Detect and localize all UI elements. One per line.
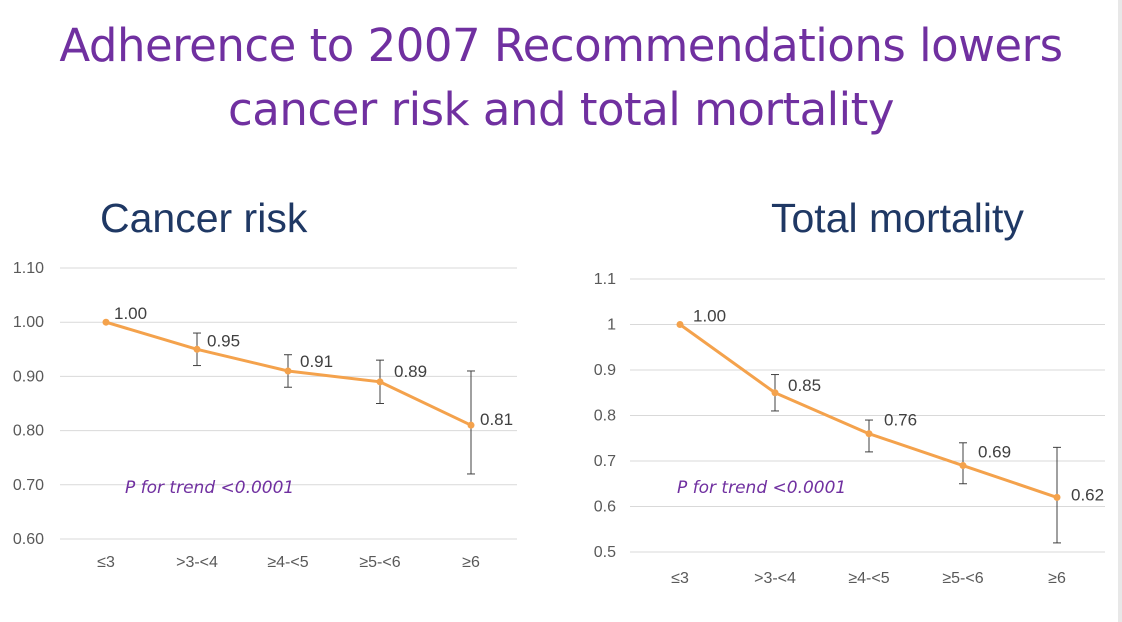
slide-edge — [1118, 0, 1122, 622]
x-tick-label: ≤3 — [671, 570, 689, 587]
y-tick-label: 0.5 — [594, 544, 616, 561]
x-tick-label: ≥5-<6 — [942, 570, 983, 587]
cancer-risk-chart-title: Cancer risk — [100, 195, 308, 241]
data-point — [771, 389, 779, 397]
data-point — [193, 345, 201, 353]
data-point — [102, 318, 110, 326]
x-tick-label: ≥5-<6 — [359, 554, 400, 571]
x-tick-label: >3-<4 — [176, 554, 218, 571]
y-tick-label: 1.00 — [13, 314, 44, 331]
data-point — [1053, 493, 1061, 501]
y-tick-label: 1 — [607, 317, 616, 334]
series-line — [678, 323, 1059, 499]
data-label: 0.91 — [300, 352, 333, 371]
y-tick-label: 0.9 — [594, 362, 616, 379]
slide-title-line-1: Adherence to 2007 Recommendations lowers — [59, 19, 1063, 72]
data-point — [865, 430, 873, 438]
trend-annotation: P for trend <0.0001 — [125, 478, 294, 498]
data-label: 0.85 — [788, 376, 821, 395]
x-tick-label: >3-<4 — [754, 570, 796, 587]
data-label: 1.00 — [114, 304, 147, 323]
total-mortality-chart-title: Total mortality — [771, 195, 1024, 241]
x-tick-label: ≥6 — [462, 554, 480, 571]
data-point — [467, 421, 475, 429]
x-tick-label: ≤3 — [97, 554, 115, 571]
y-tick-label: 0.8 — [594, 408, 616, 425]
cancer-risk-chart: 0.60 0.70 0.80 0.90 1.00 1.10 ≤3 >3-<4 ≥4-<5 ≥5-<… — [13, 260, 517, 571]
data-point — [676, 321, 684, 328]
data-label: 0.76 — [884, 411, 917, 430]
y-tick-label: 1.10 — [13, 260, 44, 277]
x-tick-label: ≥4-<5 — [267, 554, 308, 571]
data-label: 0.81 — [480, 410, 513, 429]
data-label: 0.89 — [394, 362, 427, 381]
data-label: 1.00 — [693, 307, 726, 326]
y-tick-label: 0.70 — [13, 477, 44, 494]
slide-title: Adherence to 2007 Recommendations lowers… — [0, 14, 1122, 142]
y-tick-label: 0.80 — [13, 423, 44, 440]
data-point — [376, 378, 384, 386]
trend-annotation: P for trend <0.0001 — [677, 478, 846, 498]
data-label: 0.62 — [1071, 485, 1104, 504]
data-label: 0.95 — [207, 331, 240, 350]
x-tick-label: ≥4-<5 — [848, 570, 889, 587]
data-point — [959, 462, 967, 470]
data-label: 0.69 — [978, 443, 1011, 462]
x-tick-label: ≥6 — [1048, 570, 1066, 587]
y-tick-label: 0.6 — [594, 499, 616, 516]
y-tick-label: 0.60 — [13, 531, 44, 548]
y-tick-label: 1.1 — [594, 271, 616, 288]
data-point — [284, 367, 292, 375]
y-tick-label: 0.90 — [13, 368, 44, 385]
y-tick-label: 0.7 — [594, 453, 616, 470]
slide-title-line-2: cancer risk and total mortality — [228, 83, 894, 136]
